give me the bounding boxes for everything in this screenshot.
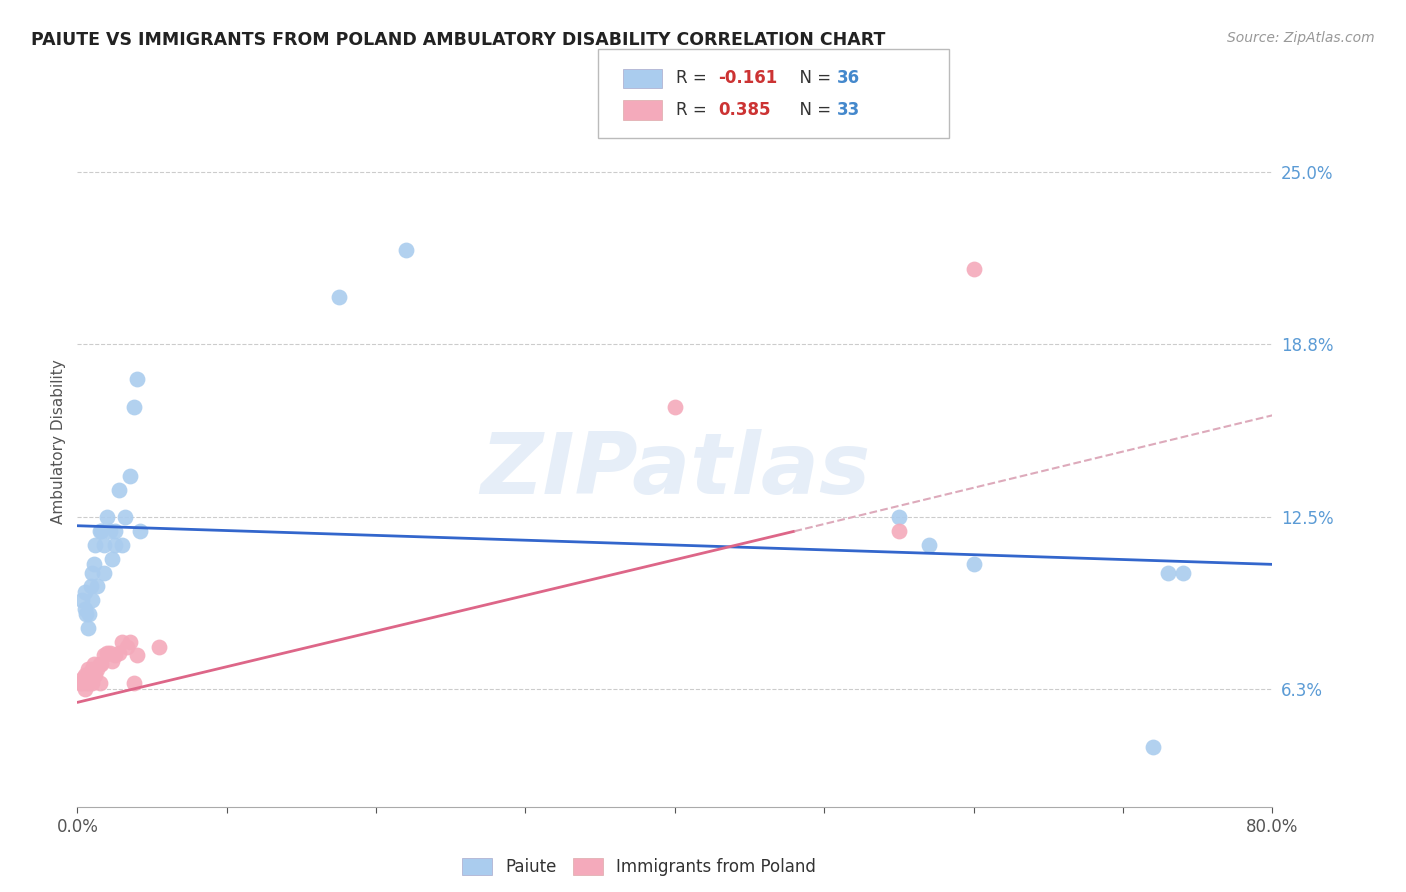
Point	[918, 538, 941, 552]
Point	[84, 667, 107, 681]
Point	[73, 601, 96, 615]
Point	[84, 538, 107, 552]
Point	[89, 657, 111, 671]
Point	[104, 538, 127, 552]
Point	[83, 558, 105, 572]
Point	[118, 634, 141, 648]
Point	[111, 634, 134, 648]
Point	[104, 648, 127, 663]
Point	[90, 657, 112, 671]
Point	[75, 676, 97, 690]
Point	[122, 400, 145, 414]
Point	[76, 621, 98, 635]
Point	[114, 510, 136, 524]
Point	[82, 676, 104, 690]
Point	[82, 566, 104, 580]
Point	[100, 654, 122, 668]
Point	[127, 648, 149, 663]
Point	[96, 510, 118, 524]
Point	[76, 673, 98, 688]
Point	[89, 524, 111, 539]
Point	[73, 667, 96, 681]
Text: N =: N =	[789, 70, 837, 87]
Point	[73, 585, 96, 599]
Point	[1142, 739, 1164, 754]
Text: 36: 36	[837, 70, 859, 87]
Point	[118, 469, 141, 483]
Point	[82, 593, 104, 607]
Point	[79, 607, 101, 621]
Text: PAIUTE VS IMMIGRANTS FROM POLAND AMBULATORY DISABILITY CORRELATION CHART: PAIUTE VS IMMIGRANTS FROM POLAND AMBULAT…	[31, 31, 886, 49]
Point	[98, 524, 121, 539]
Point	[395, 243, 418, 257]
Point	[129, 524, 152, 539]
Point	[115, 640, 138, 655]
Point	[1171, 566, 1194, 580]
Legend: Paiute, Immigrants from Poland: Paiute, Immigrants from Poland	[456, 852, 823, 883]
Point	[96, 646, 118, 660]
Point	[79, 676, 101, 690]
Point	[98, 646, 121, 660]
Point	[122, 676, 145, 690]
Point	[83, 657, 105, 671]
Text: -0.161: -0.161	[718, 70, 778, 87]
Point	[72, 671, 94, 685]
Point	[963, 558, 986, 572]
Point	[104, 524, 127, 539]
Point	[82, 662, 104, 676]
Point	[887, 510, 910, 524]
Point	[70, 593, 93, 607]
Point	[80, 579, 103, 593]
Point	[111, 538, 134, 552]
Point	[108, 646, 131, 660]
Point	[80, 667, 103, 681]
Point	[76, 662, 98, 676]
Point	[328, 290, 350, 304]
Text: ZIPatlas: ZIPatlas	[479, 429, 870, 512]
Point	[963, 262, 986, 277]
Text: 0.385: 0.385	[718, 101, 770, 119]
Text: R =: R =	[676, 101, 713, 119]
Text: Source: ZipAtlas.com: Source: ZipAtlas.com	[1227, 31, 1375, 45]
Text: N =: N =	[789, 101, 837, 119]
Point	[100, 552, 122, 566]
Point	[86, 662, 108, 676]
Point	[90, 524, 112, 539]
Point	[69, 676, 91, 690]
Point	[86, 579, 108, 593]
Point	[93, 538, 115, 552]
Point	[75, 607, 97, 621]
Point	[93, 566, 115, 580]
Point	[93, 648, 115, 663]
Point	[1157, 566, 1180, 580]
Text: 33: 33	[837, 101, 860, 119]
Y-axis label: Ambulatory Disability: Ambulatory Disability	[51, 359, 66, 524]
Point	[148, 640, 170, 655]
Point	[127, 372, 149, 386]
Point	[89, 676, 111, 690]
Point	[108, 483, 131, 497]
Text: R =: R =	[676, 70, 713, 87]
Point	[70, 676, 93, 690]
Point	[73, 681, 96, 696]
Point	[664, 400, 686, 414]
Point	[887, 524, 910, 539]
